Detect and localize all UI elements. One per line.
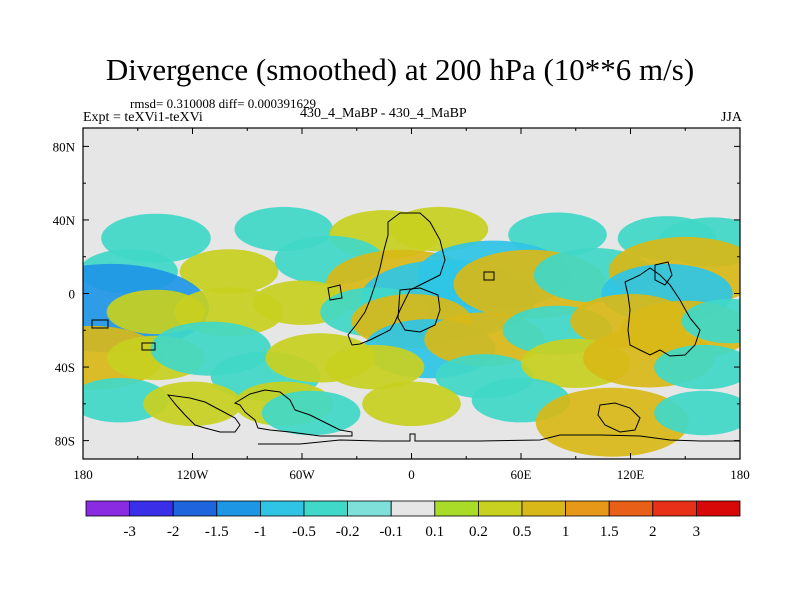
coastline-island-small-3 <box>141 342 156 351</box>
coastline-west-pacific <box>624 267 701 357</box>
colorbar-label: 1.5 <box>600 524 619 540</box>
colorbar-label: 0.5 <box>513 524 532 540</box>
coastline-antarctica <box>258 433 740 445</box>
coastline-arabia <box>397 287 441 333</box>
case-label: 430_4_MaBP - 430_4_MaBP <box>300 106 467 121</box>
colorbar-label: 0.2 <box>469 524 488 540</box>
x-tick-label: 60E <box>511 467 532 482</box>
colorbar-swatch <box>696 500 741 517</box>
colorbar-label: -1 <box>254 524 267 540</box>
field-layer <box>83 206 740 457</box>
y-tick-label: 80N <box>53 139 76 154</box>
x-tick-label: 180 <box>730 467 750 482</box>
coastline-central-america <box>166 394 241 433</box>
experiment-label: Expt = teXVi1-teXVi <box>83 110 203 125</box>
colorbar-swatch <box>477 500 523 517</box>
coastline-africa <box>347 212 446 346</box>
colorbar-label: -1.5 <box>205 524 229 540</box>
y-tick-label: 80S <box>55 434 75 449</box>
colorbar-swatch <box>565 500 610 517</box>
coastline-island-small-1 <box>327 284 343 301</box>
field-blob-46 <box>654 390 740 436</box>
coastline-layer <box>91 212 740 445</box>
colorbar-swatch <box>172 500 218 517</box>
colorbar: -3 -2 -1.5 -1 -0.5 -0.2 -0.1 0.1 0.2 0.5 1 1.5 2 3 <box>85 500 741 540</box>
colorbar-label: -0.1 <box>379 524 403 540</box>
colorbar-label: 3 <box>693 524 701 540</box>
colorbar-swatch <box>216 500 261 517</box>
field-blob-43 <box>362 381 461 426</box>
coastline-south-america <box>233 389 353 437</box>
colorbar-swatch <box>521 500 566 517</box>
field-blob-45 <box>535 387 689 457</box>
field-blob-34 <box>325 344 425 390</box>
field-blob-3 <box>389 206 489 252</box>
y-tick-label: 40S <box>55 360 75 375</box>
coastline-island-small-2 <box>91 319 109 329</box>
colorbar-label: -3 <box>123 524 136 540</box>
field-blob-40 <box>143 381 242 426</box>
stats-text: rmsd= 0.310008 diff= 0.000391629 <box>130 96 316 111</box>
x-tick-label: 120E <box>617 467 645 482</box>
x-tick-label: 60W <box>289 467 315 482</box>
field-blob-28 <box>681 298 740 344</box>
colorbar-swatch <box>129 500 174 517</box>
colorbar-label: 2 <box>649 524 657 540</box>
colorbar-swatch <box>347 500 392 517</box>
colorbar-label: 0.1 <box>425 524 444 540</box>
season-label: JJA <box>720 110 742 125</box>
colorbar-swatch <box>259 500 305 517</box>
colorbar-label: -0.5 <box>292 524 316 540</box>
chart-title: Divergence (smoothed) at 200 hPa (10**6 … <box>105 52 695 87</box>
colorbar-swatch <box>390 500 436 517</box>
x-tick-label: 0 <box>408 467 415 482</box>
field-blob-42 <box>261 390 361 436</box>
x-tick-label: 180 <box>73 467 93 482</box>
y-tick-label: 0 <box>69 287 76 302</box>
colorbar-swatch <box>85 500 130 517</box>
colorbar-swatch <box>434 500 479 517</box>
y-axis: 80N 40N 0 40S 80S <box>53 139 740 449</box>
field-blob-8 <box>179 249 279 294</box>
coastline-island-small-4 <box>483 271 495 281</box>
colorbar-swatch <box>652 500 697 517</box>
y-tick-label: 40N <box>53 213 76 228</box>
x-axis: 180 120W 60W 0 60E 120E 180 <box>73 128 750 482</box>
coastline-east-island-2 <box>654 261 673 286</box>
colorbar-swatch <box>303 500 348 517</box>
colorbar-label: -2 <box>167 524 180 540</box>
colorbar-label: 1 <box>562 524 570 540</box>
colorbar-label: -0.2 <box>336 524 360 540</box>
coastline-east-island-1 <box>597 402 641 433</box>
x-tick-label: 120W <box>177 467 210 482</box>
colorbar-swatch <box>608 500 654 517</box>
